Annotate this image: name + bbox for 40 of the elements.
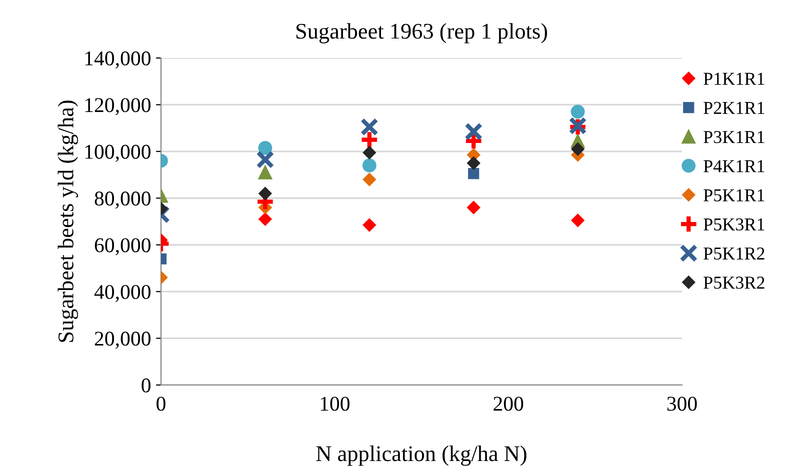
x-tick-label: 0 bbox=[156, 396, 166, 411]
point bbox=[467, 156, 480, 170]
chart-title: Sugarbeet 1963 (rep 1 plots) bbox=[296, 23, 548, 44]
legend-label: P3K1R1 bbox=[704, 131, 764, 144]
x-tick-label: 100 bbox=[320, 396, 350, 411]
point bbox=[467, 200, 480, 214]
x-tick-label: 200 bbox=[494, 396, 524, 411]
point bbox=[362, 218, 376, 232]
y-tick-label: 20,000 bbox=[94, 332, 150, 349]
point bbox=[360, 118, 378, 136]
point bbox=[362, 172, 376, 186]
legend-label: P1K1R1 bbox=[704, 72, 764, 85]
point bbox=[464, 122, 483, 141]
y-tick-label: 100,000 bbox=[85, 144, 150, 162]
y-axis-title: Sugarbeet beets yld (kg/ha) bbox=[58, 100, 78, 342]
legend-label: P5K3R2 bbox=[704, 276, 764, 289]
y-tick-label: 60,000 bbox=[94, 238, 150, 256]
point bbox=[571, 142, 584, 156]
legend-label: P2K1R1 bbox=[704, 102, 764, 114]
point bbox=[570, 104, 585, 119]
y-tick-label: 40,000 bbox=[94, 284, 150, 302]
point bbox=[258, 166, 272, 180]
x-axis-title: N application (kg/ha N) bbox=[316, 446, 526, 466]
point bbox=[362, 158, 376, 172]
y-tick-label: 120,000 bbox=[85, 98, 150, 116]
point bbox=[258, 186, 272, 200]
legend-label: P5K3R1 bbox=[704, 218, 764, 231]
point bbox=[360, 130, 380, 150]
point bbox=[571, 214, 584, 227]
legend-label: P5K1R1 bbox=[704, 189, 764, 202]
y-tick-label: 0 bbox=[142, 378, 150, 392]
y-tick-label: 80,000 bbox=[94, 192, 150, 209]
point bbox=[362, 146, 376, 160]
point bbox=[258, 140, 272, 155]
legend-label: P4K1R1 bbox=[704, 160, 764, 172]
point bbox=[258, 212, 272, 226]
y-tick-label: 140,000 bbox=[85, 51, 150, 68]
x-tick-label: 300 bbox=[667, 396, 697, 411]
point bbox=[256, 150, 274, 169]
legend-label: P5K1R2 bbox=[704, 248, 764, 260]
